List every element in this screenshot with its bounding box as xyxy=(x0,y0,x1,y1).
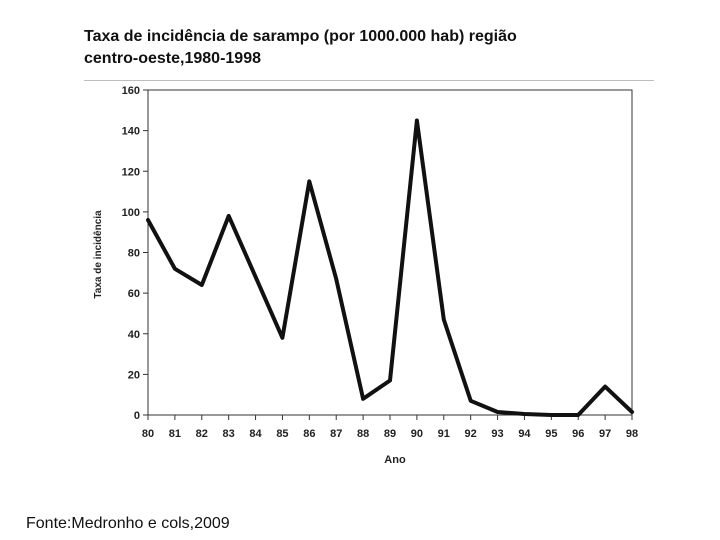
chart-title: Taxa de incidência de sarampo (por 1000.… xyxy=(84,26,684,70)
data-point xyxy=(469,399,473,403)
data-point xyxy=(334,277,338,281)
source-note: Fonte:Medronho e cols,2009 xyxy=(26,515,230,532)
data-point xyxy=(415,118,419,122)
data-point xyxy=(254,275,258,279)
y-tick-label: 80 xyxy=(128,248,140,260)
x-tick-label: 88 xyxy=(357,428,369,440)
x-tick-label: 82 xyxy=(196,428,208,440)
x-tick-label: 89 xyxy=(384,428,396,440)
data-point xyxy=(603,385,607,389)
x-tick-label: 97 xyxy=(599,428,611,440)
data-point xyxy=(496,410,500,414)
x-tick-label: 96 xyxy=(572,428,584,440)
data-point xyxy=(307,179,311,183)
series-line xyxy=(146,118,634,417)
chart-title-line-2: centro-oeste,1980-1998 xyxy=(84,50,261,67)
data-point xyxy=(576,413,580,417)
x-tick-label: 81 xyxy=(169,428,181,440)
data-point xyxy=(173,267,177,271)
data-point xyxy=(280,336,284,340)
y-tick-label: 120 xyxy=(122,166,140,178)
data-point xyxy=(630,410,634,414)
y-tick-label: 140 xyxy=(122,126,140,138)
title-divider xyxy=(84,80,654,81)
y-tick-label: 20 xyxy=(128,369,140,381)
x-tick-label: 86 xyxy=(303,428,315,440)
x-tick-label: 93 xyxy=(491,428,503,440)
data-point xyxy=(522,412,526,416)
x-tick-label: 91 xyxy=(438,428,450,440)
data-point xyxy=(227,214,231,218)
x-tick-label: 98 xyxy=(626,428,638,440)
data-point xyxy=(200,283,204,287)
chart-title-line-1: Taxa de incidência de sarampo (por 1000.… xyxy=(84,28,517,45)
x-tick-label: 87 xyxy=(330,428,342,440)
x-axis-label: Ano xyxy=(384,454,406,466)
x-tick-label: 90 xyxy=(411,428,423,440)
data-point xyxy=(361,397,365,401)
x-tick-label: 80 xyxy=(142,428,154,440)
data-point xyxy=(442,318,446,322)
x-tick-label: 95 xyxy=(545,428,557,440)
y-tick-label: 0 xyxy=(134,410,140,422)
data-point xyxy=(549,413,553,417)
data-point xyxy=(146,218,150,222)
x-tick-label: 92 xyxy=(465,428,477,440)
y-axis-label: Taxa de incidência xyxy=(93,210,104,299)
data-point xyxy=(388,378,392,382)
y-tick-label: 160 xyxy=(122,85,140,97)
y-tick-label: 100 xyxy=(122,207,140,219)
y-tick-label: 60 xyxy=(128,288,140,300)
x-tick-label: 94 xyxy=(518,428,531,440)
x-tick-label: 84 xyxy=(249,428,262,440)
y-tick-label: 40 xyxy=(128,329,140,341)
x-tick-label: 83 xyxy=(223,428,235,440)
x-tick-label: 85 xyxy=(276,428,288,440)
